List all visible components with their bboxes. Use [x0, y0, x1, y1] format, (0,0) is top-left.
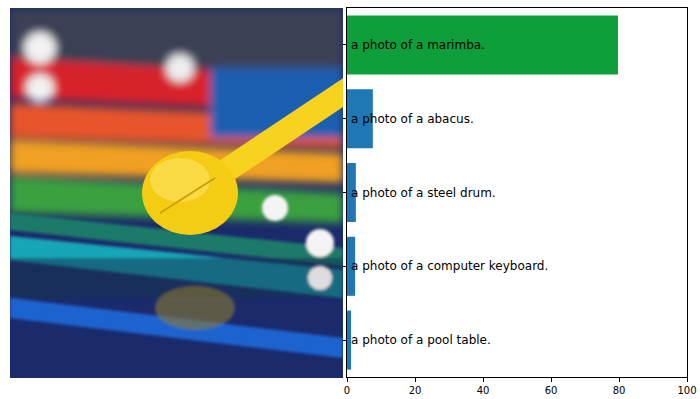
svg-text:20: 20 — [409, 385, 422, 396]
svg-text:a photo of a steel drum.: a photo of a steel drum. — [351, 186, 496, 200]
svg-text:a photo of a computer keyboard: a photo of a computer keyboard. — [351, 259, 548, 273]
svg-text:a photo of a pool table.: a photo of a pool table. — [351, 333, 491, 347]
svg-text:100: 100 — [677, 385, 696, 396]
svg-text:40: 40 — [477, 385, 490, 396]
svg-text:60: 60 — [545, 385, 558, 396]
svg-text:a photo of a abacus.: a photo of a abacus. — [351, 112, 474, 126]
svg-text:0: 0 — [344, 385, 350, 396]
svg-text:a photo of a marimba.: a photo of a marimba. — [351, 38, 485, 52]
svg-text:80: 80 — [613, 385, 626, 396]
